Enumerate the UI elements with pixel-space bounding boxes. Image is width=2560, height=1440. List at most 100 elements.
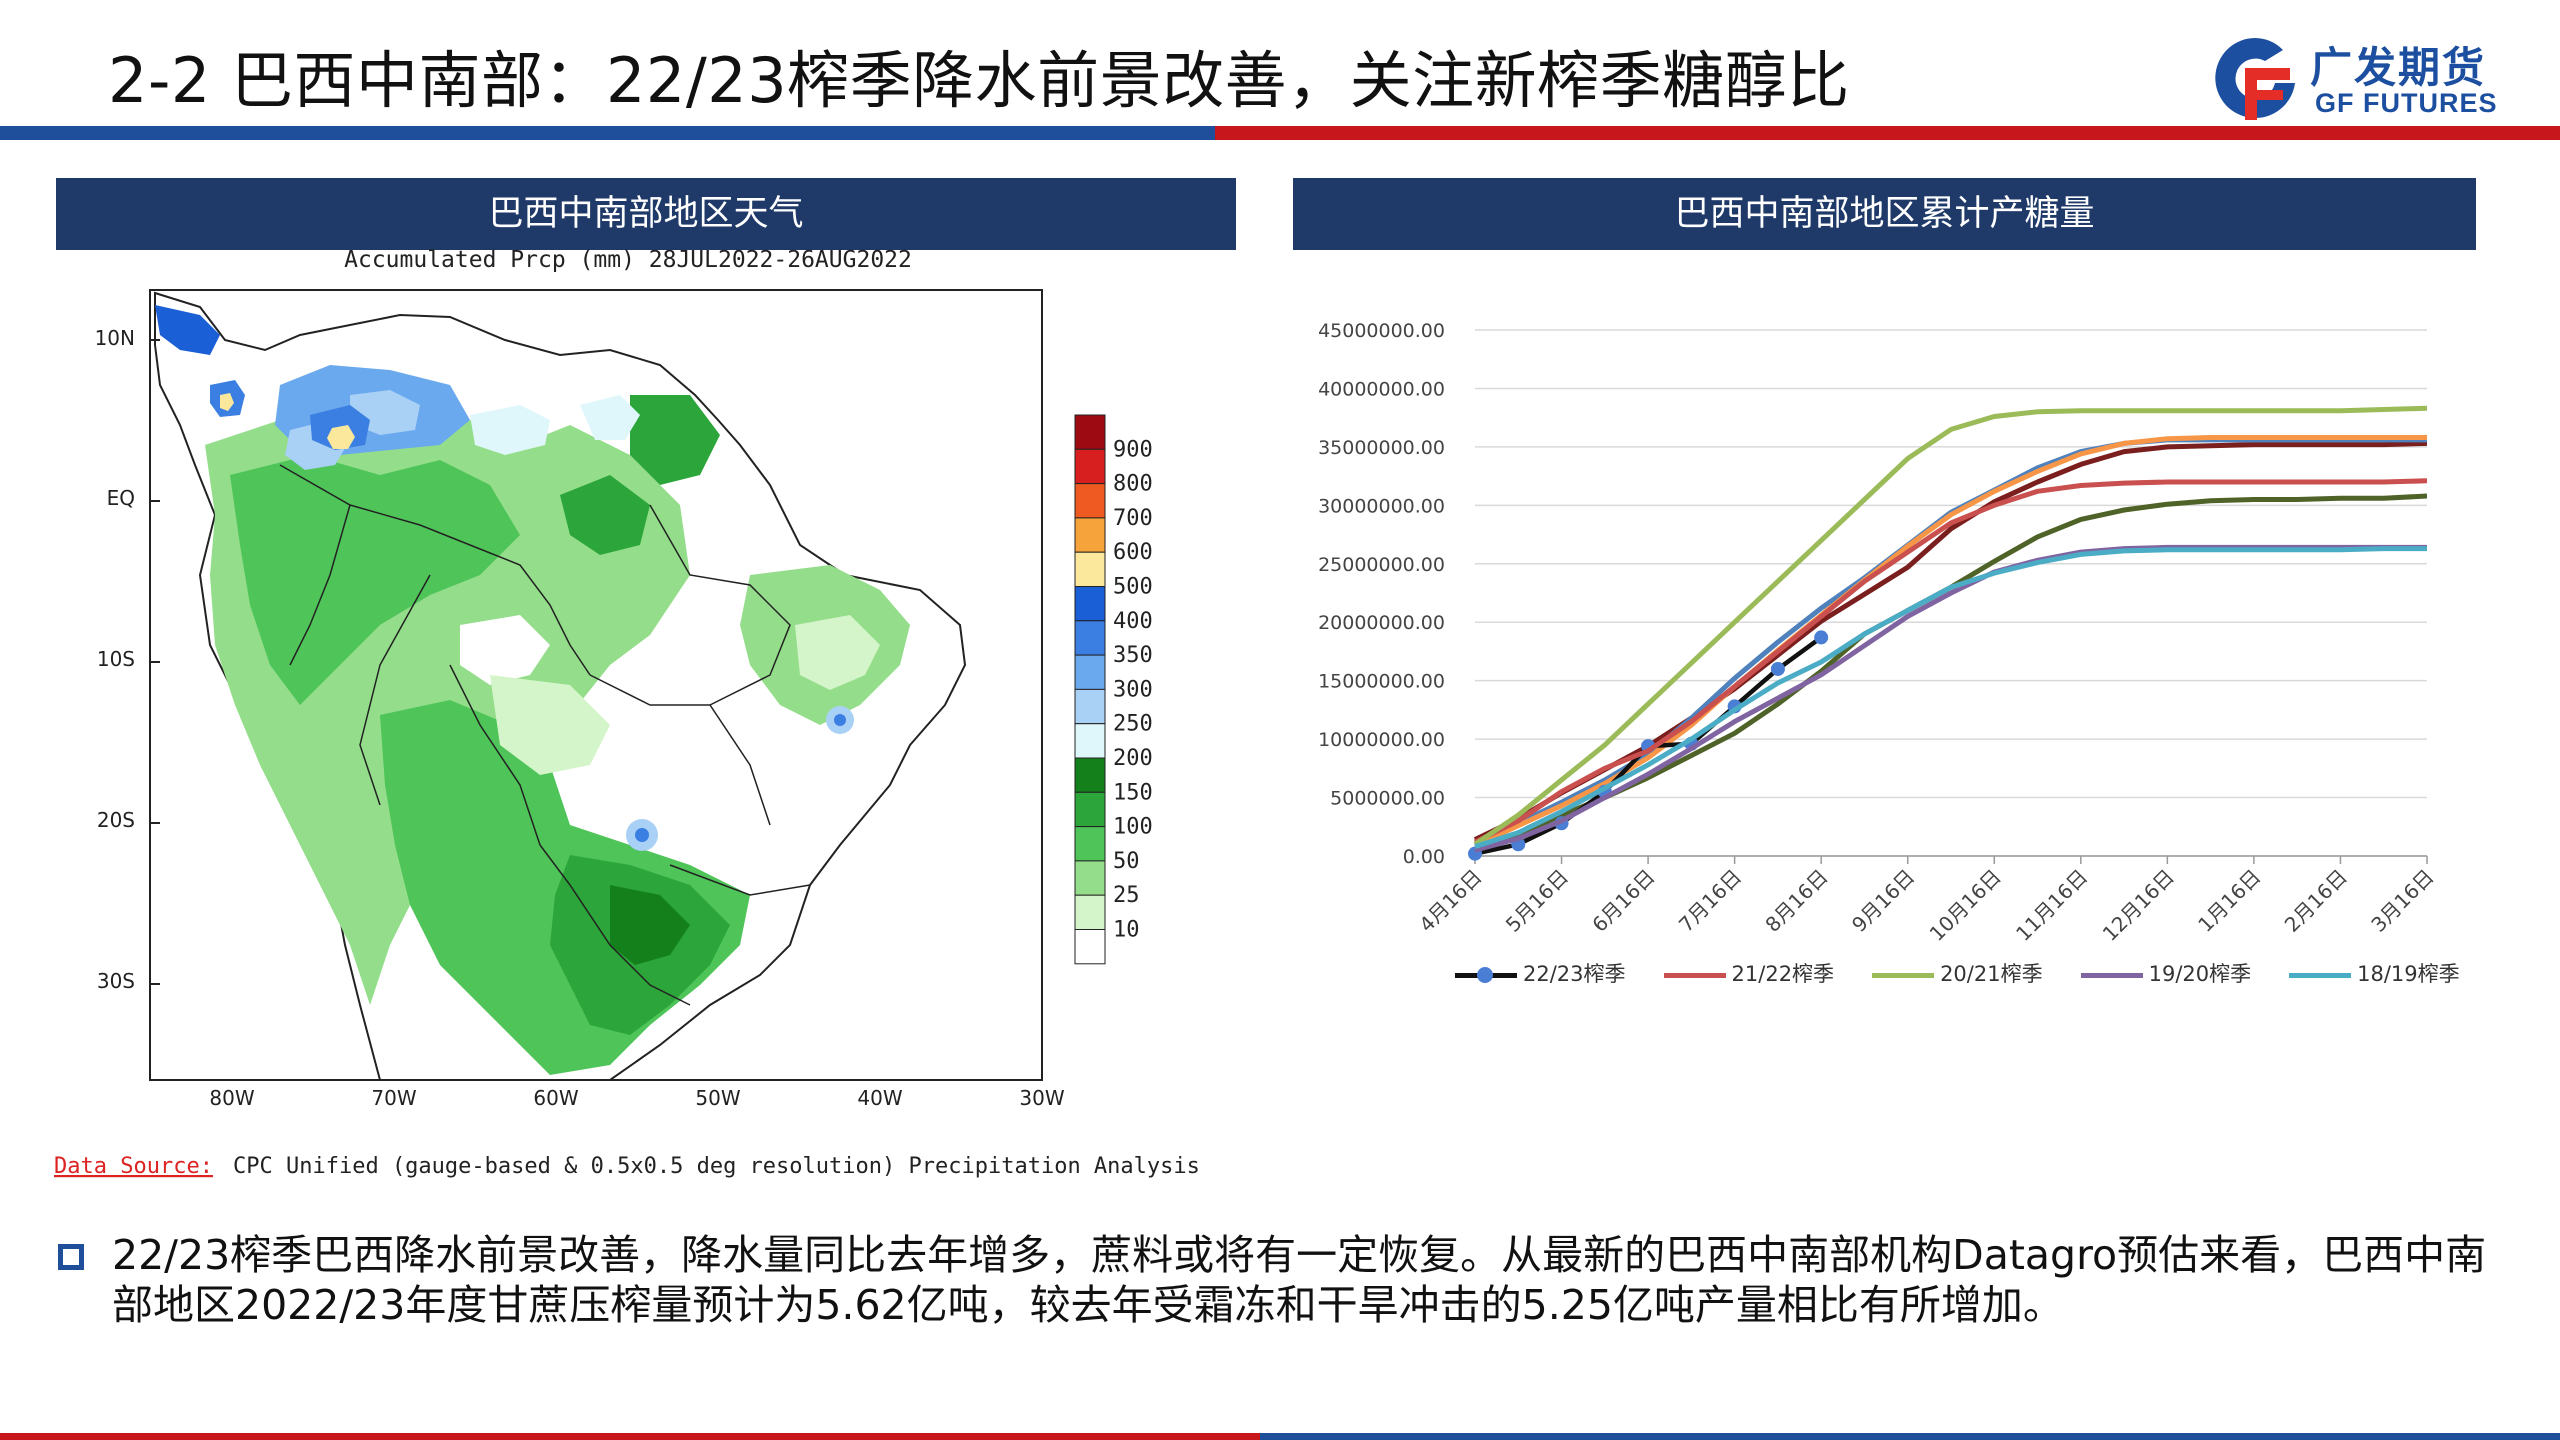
series-line-extra-dark-red: [1473, 440, 2428, 842]
scale-label: 700: [1113, 506, 1153, 531]
series-line-21-22榨季: [1473, 478, 2428, 845]
legend-swatch: [1872, 972, 1935, 978]
x-tick-label: 7月16日: [1674, 865, 1746, 937]
legend-item: 21/22榨季: [1663, 958, 1835, 988]
legend-label: 21/22榨季: [1731, 962, 1835, 986]
scale-label: 50: [1113, 849, 1140, 874]
x-tick-label: 3月16日: [2366, 865, 2438, 937]
map-panel-header: 巴西中南部地区天气: [56, 178, 1236, 250]
y-tick-label: 0.00: [1403, 846, 1445, 868]
analysis-note: 22/23榨季巴西降水前景改善，降水量同比去年增多，蔗料或将有一定恢复。从最新的…: [112, 1231, 2487, 1329]
y-tick-label: 15000000.00: [1318, 671, 1445, 693]
scale-swatch: [1074, 448, 1106, 485]
lat-label: 20S: [97, 808, 135, 832]
lat-label: EQ: [107, 486, 135, 510]
lat-label: 10N: [95, 326, 135, 350]
legend-label: 19/20榨季: [2148, 962, 2252, 986]
x-tick-label: 9月16日: [1847, 865, 1919, 937]
legend-label: 18/19榨季: [2357, 962, 2460, 986]
scale-label: 250: [1113, 712, 1153, 737]
legend-item: 18/19榨季: [2289, 958, 2460, 988]
scale-swatch: [1074, 414, 1106, 450]
scale-swatch: [1074, 483, 1106, 519]
y-tick-label: 20000000.00: [1318, 612, 1445, 634]
scale-label: 350: [1113, 643, 1153, 668]
line-chart-svg: 0.00 5000000.00 10000000.00 15000000.00 2000…: [1318, 320, 2438, 946]
scale-swatch: [1074, 894, 1106, 931]
scale-swatch: [1074, 860, 1106, 896]
gf-logo-icon: [2215, 38, 2295, 120]
y-tick-label: 45000000.00: [1318, 320, 1445, 342]
lon-label: 60W: [533, 1086, 578, 1110]
scale-swatch: [1074, 654, 1106, 690]
x-tick-label: 1月16日: [2193, 865, 2265, 937]
scale-swatch: [1074, 551, 1106, 588]
scale-swatch: [1074, 929, 1106, 965]
scale-label: 500: [1113, 575, 1153, 600]
precip-color-scale: 900 800 700 600 500 400 350 300 250 200 150 100 50 25…: [1074, 414, 1153, 965]
precipitation-map: Accumulated Prcp (mm) 28JUL2022-26AUG202…: [50, 245, 1245, 1190]
series-line-20-21榨季: [1473, 405, 2428, 847]
scale-label: 600: [1113, 540, 1153, 565]
scale-label: 150: [1113, 780, 1153, 805]
bottom-divider: [0, 1433, 2560, 1440]
scale-label: 900: [1113, 437, 1153, 462]
legend-swatch: [1455, 966, 1517, 983]
data-point: [1770, 661, 1785, 676]
scale-label: 200: [1113, 746, 1153, 771]
legend-swatch: [2080, 972, 2143, 978]
source-label: Data Source:: [54, 1154, 213, 1179]
chart-legend: 22/23榨季 21/22榨季 20/21榨季 19/20榨季 18/19榨季: [1455, 958, 2498, 990]
series-line-19-20榨季: [1474, 544, 2427, 853]
logo-cn-text: 广发期货: [2310, 43, 2487, 92]
scale-label: 800: [1113, 472, 1153, 497]
scale-swatch: [1074, 757, 1106, 793]
x-tick-label: 4月16日: [1414, 865, 1486, 937]
legend-item: 22/23榨季: [1455, 958, 1626, 988]
y-tick-label: 10000000.00: [1318, 729, 1445, 751]
legend-swatch: [2289, 972, 2352, 978]
scale-swatch: [1074, 517, 1106, 553]
scale-swatch: [1074, 791, 1106, 828]
lon-label: 70W: [371, 1086, 416, 1110]
logo-en-text: GF FUTURES: [2315, 88, 2498, 118]
lat-label: 30S: [97, 969, 135, 993]
precipitation-map-svg: Accumulated Prcp (mm) 28JUL2022-26AUG202…: [54, 247, 1200, 1179]
lon-label: 50W: [695, 1086, 740, 1110]
series-line-18-19榨季: [1474, 546, 2427, 849]
data-point: [1814, 630, 1829, 645]
y-tick-label: 40000000.00: [1318, 378, 1445, 400]
source-text: CPC Unified (gauge-based & 0.5x0.5 deg r…: [233, 1154, 1200, 1179]
scale-label: 25: [1113, 883, 1140, 908]
y-tick-label: 30000000.00: [1318, 495, 1445, 517]
top-divider: [0, 126, 2560, 140]
legend-swatch: [1663, 972, 1726, 978]
scale-swatch: [1074, 620, 1106, 656]
x-tick-label: 6月16日: [1587, 865, 1659, 937]
lon-label: 30W: [1019, 1086, 1064, 1110]
x-tick-label: 2月16日: [2280, 865, 2352, 937]
y-tick-label: 35000000.00: [1318, 437, 1445, 459]
x-tick-label: 10月16日: [1925, 865, 2006, 946]
x-tick-label: 5月16日: [1501, 865, 1573, 937]
map-title: Accumulated Prcp (mm) 28JUL2022-26AUG202…: [344, 247, 912, 273]
legend-item: 20/21榨季: [1872, 958, 2043, 988]
y-tick-label: 5000000.00: [1330, 788, 1445, 810]
lon-label: 80W: [209, 1086, 254, 1110]
y-tick-label: 25000000.00: [1318, 554, 1445, 576]
scale-swatch: [1074, 826, 1106, 862]
scale-label: 100: [1113, 815, 1153, 840]
scale-swatch: [1074, 723, 1106, 759]
scale-label: 400: [1113, 609, 1153, 634]
x-tick-label: 8月16日: [1760, 865, 1832, 937]
scale-swatch: [1074, 586, 1106, 622]
bullet-square-icon: [58, 1244, 84, 1270]
page-title: 2-2 巴西中南部：22/23榨季降水前景改善，关注新榨季糖醇比: [108, 44, 1850, 117]
x-tick-label: 11月16日: [2011, 865, 2092, 946]
sugar-production-chart: 0.00 5000000.00 10000000.00 15000000.00 2000…: [1295, 300, 2465, 1020]
legend-label: 20/21榨季: [1940, 962, 2043, 986]
scale-label: 300: [1113, 677, 1153, 702]
lat-label: 10S: [97, 647, 135, 671]
scale-swatch: [1074, 688, 1106, 725]
legend-item: 19/20榨季: [2080, 958, 2252, 988]
